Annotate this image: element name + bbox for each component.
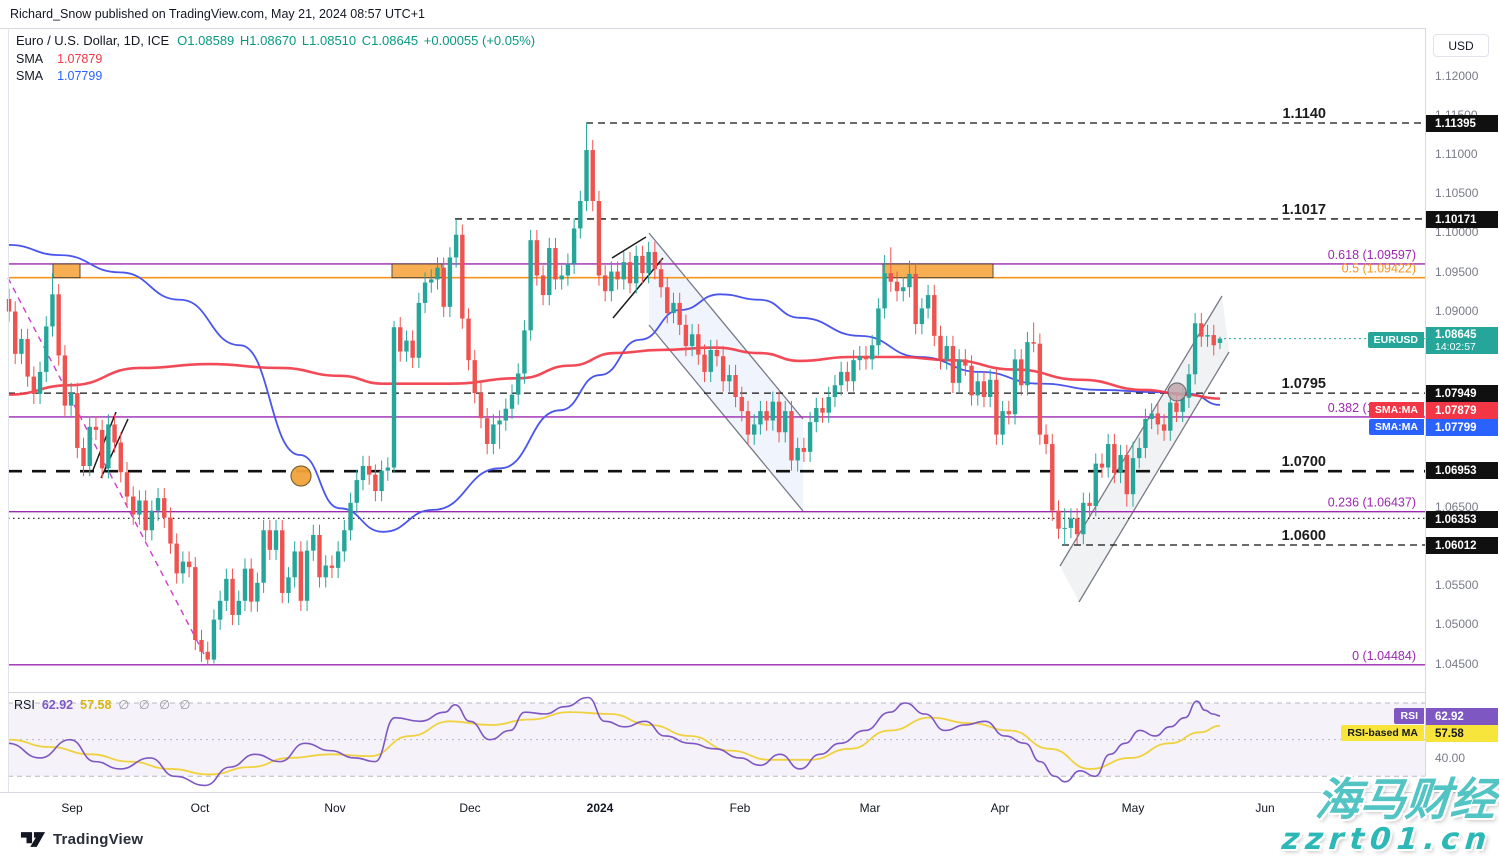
attribution-text: Richard_Snow published on TradingView.co… [10, 7, 425, 21]
sma-red-label: SMA [16, 51, 44, 66]
ohlc-values: O1.08589 H1.08670 L1.08510 C1.08645 +0.0… [177, 33, 537, 48]
sma-red-row[interactable]: SMA 1.07879 [16, 50, 537, 67]
price-axis-tick: 1.09000 [1435, 303, 1479, 318]
rsi-tag: RSI [1394, 708, 1424, 724]
price-axis-tick: 1.05000 [1435, 617, 1479, 632]
may-rising-channel[interactable] [1060, 296, 1229, 602]
pane-borders [0, 28, 1499, 792]
jan-wedge-line-1[interactable] [611, 236, 647, 259]
price-axis-tick: 1.04500 [1435, 656, 1479, 671]
close-value: C1.08645 [361, 33, 419, 48]
open-value: O1.08589 [177, 33, 235, 48]
sma-blue-value: 1.07799 [57, 68, 103, 83]
sma-red-value: 1.07879 [57, 51, 103, 66]
sma-ma-red-tag: SMA:MA [1368, 402, 1424, 418]
time-axis-label-Apr: Apr [990, 801, 1010, 815]
level-label: 0.618 (1.09597) [1328, 248, 1416, 262]
sma-red-line[interactable] [7, 346, 1221, 400]
currency-toggle-button[interactable]: USD [1433, 34, 1489, 57]
rsi-hidden-inputs: ∅ ∅ ∅ ∅ [118, 698, 194, 712]
symbol-title: Euro / U.S. Dollar, 1D, ICE [16, 33, 170, 48]
jan-descending-channel[interactable] [649, 233, 803, 511]
tradingview-brand[interactable]: TradingView [20, 830, 143, 849]
time-axis-label-Jul: Jul [1389, 801, 1405, 815]
supply-zone-box[interactable] [882, 263, 994, 279]
price-axis[interactable]: USD 1.120001.115001.110001.105001.100001… [1425, 28, 1499, 792]
supply-zone-box[interactable] [52, 263, 81, 279]
oct-flag-line-1[interactable] [92, 411, 117, 471]
rsi-value-tag: 62.92 [1426, 708, 1498, 725]
sma-blue-value-tag: 1.07799 [1426, 419, 1498, 436]
time-axis-label-Feb: Feb [729, 801, 751, 815]
level-tag-06953: 1.06953 [1426, 462, 1498, 479]
rsi-axis-tick: 40.00 [1435, 750, 1466, 765]
time-axis-label-Oct: Oct [190, 801, 210, 815]
rsi-line[interactable] [7, 696, 1221, 787]
sma-red-value-tag: 1.07879 [1426, 402, 1498, 419]
sma-blue-label: SMA [16, 68, 44, 83]
level-tag-06353: 1.06353 [1426, 511, 1498, 528]
marker-circle-gray[interactable] [1167, 382, 1187, 402]
rsi-legend[interactable]: RSI 62.92 57.58 ∅ ∅ ∅ ∅ [14, 697, 194, 713]
sma-ma-blue-tag: SMA:MA [1368, 419, 1424, 435]
price-axis-tick: 1.06500 [1435, 499, 1479, 514]
drawn-channels [648, 232, 1230, 603]
last-price-tag: 1.08645 14:02:57 [1426, 327, 1498, 354]
supply-zone-box[interactable] [391, 263, 443, 279]
price-axis-tick: 1.10000 [1435, 225, 1479, 240]
tradingview-wordmark: TradingView [53, 831, 144, 848]
time-axis-label-2024: 2024 [586, 801, 614, 815]
marker-circles [290, 382, 1187, 487]
time-axis[interactable]: Sep Oct Nov Dec 2024 Feb Mar Apr May Jun Jul [0, 792, 1499, 823]
level-label: 1.0795 [1282, 376, 1326, 392]
marker-circle-orange[interactable] [290, 465, 312, 487]
candlestick-series[interactable] [6, 122, 1223, 666]
time-axis-label-Jun: Jun [1255, 801, 1275, 815]
time-axis-label-Sep: Sep [61, 801, 83, 815]
rsi-ma-value: 57.58 [80, 697, 112, 712]
time-axis-label-Dec: Dec [459, 801, 481, 815]
rsi-label: RSI [14, 697, 35, 712]
level-labels: 1.1140 1.1017 1.0795 1.0700 1.0600 0.618 (1.0… [1282, 106, 1416, 663]
level-label: 0 (1.04484) [1352, 649, 1416, 663]
price-axis-tick: 1.05500 [1435, 578, 1479, 593]
time-axis-label-May: May [1121, 801, 1145, 815]
level-label: 0.236 (1.06437) [1328, 496, 1416, 510]
level-label: 0.5 (1.09422) [1342, 262, 1416, 276]
price-axis-tick: 1.11000 [1435, 146, 1478, 161]
level-label: 1.1140 [1282, 106, 1326, 122]
tradingview-logo-icon [20, 832, 46, 847]
rsi-based-ma-tag: RSI-based MA [1341, 725, 1424, 741]
high-value: H1.08670 [239, 33, 297, 48]
time-axis-label-Nov: Nov [324, 801, 346, 815]
level-tag-06012: 1.06012 [1426, 537, 1498, 554]
price-axis-tick: 1.12000 [1435, 68, 1479, 83]
eurusd-tag: EURUSD [1367, 332, 1424, 348]
rsi-ma-line[interactable] [7, 711, 1221, 776]
change-value: +0.00055 (+0.05%) [423, 33, 536, 48]
supply-zone-boxes [52, 263, 994, 279]
level-label: 1.0700 [1282, 454, 1326, 470]
level-tag-11395: 1.11395 [1426, 115, 1498, 132]
rsi-ma-value-tag: 57.58 [1426, 725, 1498, 742]
price-axis-tick: 1.09500 [1435, 264, 1479, 279]
level-tag-10171: 1.10171 [1426, 211, 1498, 228]
low-value: L1.08510 [301, 33, 357, 48]
rsi-value: 62.92 [41, 697, 74, 712]
symbol-row[interactable]: Euro / U.S. Dollar, 1D, ICE O1.08589 H1.… [16, 31, 537, 50]
sma-blue-row[interactable]: SMA 1.07799 [16, 67, 537, 84]
time-axis-label-Mar: Mar [859, 801, 881, 815]
level-label: 1.1017 [1282, 202, 1326, 218]
symbol-legend: Euro / U.S. Dollar, 1D, ICE O1.08589 H1.… [16, 31, 537, 84]
rsi-lines [7, 696, 1221, 787]
price-axis-tick: 1.10500 [1435, 186, 1479, 201]
level-label: 1.0600 [1282, 528, 1326, 544]
level-tag-07949: 1.07949 [1426, 385, 1498, 402]
